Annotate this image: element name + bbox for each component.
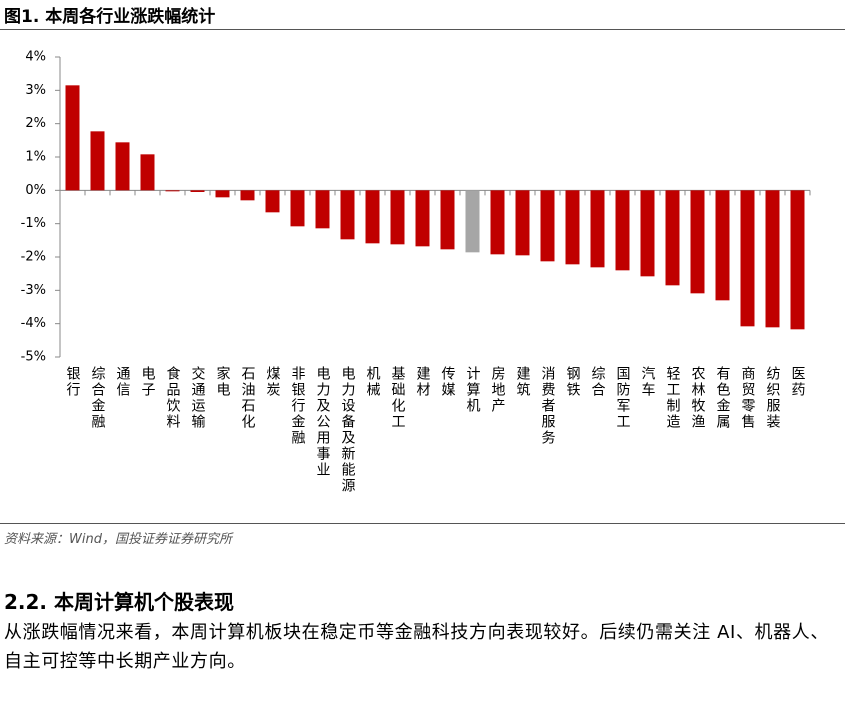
y-tick-label: -2% bbox=[21, 250, 46, 265]
x-tick-label: 基础化工 bbox=[390, 365, 406, 430]
y-tick-label: -3% bbox=[21, 283, 46, 298]
chart: -5% -4% -3% -2% -1% 0% 1% 2% 3% 4% 银行 综合金融 通信 电子 食品饮料交… bbox=[21, 50, 811, 494]
x-tick-label: 电力设备及新能源 bbox=[340, 366, 356, 494]
bar bbox=[615, 190, 630, 271]
bar bbox=[765, 190, 780, 328]
y-tick-label: 1% bbox=[25, 150, 46, 165]
bar bbox=[65, 85, 80, 191]
x-tick-label: 汽车 bbox=[640, 366, 656, 398]
x-tick-label: 食品饮料 bbox=[165, 365, 181, 430]
x-tick-label: 国防军工 bbox=[615, 366, 631, 430]
y-tick-label: 3% bbox=[25, 83, 46, 98]
x-tick-label: 建材 bbox=[415, 366, 431, 398]
x-tick-label: 非银行金融 bbox=[290, 366, 306, 446]
bar bbox=[790, 190, 805, 330]
bar bbox=[715, 190, 730, 301]
bar bbox=[265, 190, 280, 213]
bar bbox=[415, 190, 430, 247]
y-tick-label: -1% bbox=[21, 216, 46, 231]
bar bbox=[665, 190, 680, 286]
section-heading: 2.2. 本周计算机个股表现 bbox=[4, 590, 234, 614]
x-tick-label: 商贸零售 bbox=[740, 366, 756, 430]
x-tick-label: 纺织服装 bbox=[765, 366, 781, 430]
x-tick-label: 房地产 bbox=[490, 366, 506, 414]
x-tick-label: 机械 bbox=[365, 366, 381, 398]
y-tick-label: 4% bbox=[25, 50, 46, 65]
x-tick-label: 建筑 bbox=[515, 366, 531, 398]
bar bbox=[90, 131, 105, 191]
bar bbox=[240, 190, 255, 201]
x-tick-label: 医药 bbox=[790, 366, 806, 398]
bar bbox=[540, 190, 555, 262]
x-tick-label: 电力及公用事业 bbox=[315, 366, 331, 478]
bar bbox=[440, 190, 455, 250]
x-tick-label: 轻工制造 bbox=[665, 366, 681, 430]
x-tick-label: 农林牧渔 bbox=[690, 366, 706, 430]
bar bbox=[365, 190, 380, 244]
bar bbox=[465, 190, 480, 253]
x-tick-label: 综合 bbox=[590, 366, 606, 398]
rule bbox=[0, 29, 845, 30]
x-tick-label: 交通运输 bbox=[190, 365, 206, 430]
x-tick-label: 综合金融 bbox=[90, 366, 106, 430]
rule bbox=[0, 523, 845, 524]
bar bbox=[740, 190, 755, 327]
figure-title: 图1. 本周各行业涨跌幅统计 bbox=[4, 7, 216, 27]
bar bbox=[490, 190, 505, 255]
bar bbox=[315, 190, 330, 229]
x-tick-label: 石油石化 bbox=[240, 366, 256, 430]
x-tick-label: 传媒 bbox=[440, 366, 456, 398]
bar bbox=[165, 190, 180, 192]
bar bbox=[690, 190, 705, 294]
y-tick-label: 2% bbox=[25, 116, 46, 131]
x-tick-label: 通信 bbox=[115, 366, 131, 398]
bar bbox=[140, 154, 155, 191]
x-tick-label: 煤炭 bbox=[265, 366, 281, 398]
x-tick-label: 消费者服务 bbox=[540, 366, 556, 446]
x-tick-label: 有色金属 bbox=[715, 366, 731, 430]
bar bbox=[215, 190, 230, 198]
bar bbox=[590, 190, 605, 268]
y-tick-label: -5% bbox=[21, 350, 46, 365]
x-tick-label: 计算机 bbox=[465, 366, 481, 414]
bar bbox=[290, 190, 305, 227]
bar bbox=[390, 190, 405, 245]
bar bbox=[640, 190, 655, 277]
y-tick-label: -4% bbox=[21, 316, 46, 331]
x-tick-label: 电子 bbox=[140, 366, 156, 398]
bar bbox=[340, 190, 355, 240]
source-note: 资料来源：Wind，国投证券证券研究所 bbox=[4, 532, 232, 547]
paragraph: 从涨跌幅情况来看，本周计算机板块在稳定币等金融科技方向表现较好。后续仍需关注 A… bbox=[4, 622, 829, 672]
bar bbox=[190, 190, 205, 192]
y-tick-label: 0% bbox=[25, 183, 46, 198]
bar bbox=[565, 190, 580, 265]
x-tick-label: 家电 bbox=[215, 365, 231, 398]
x-tick-label: 银行 bbox=[65, 366, 81, 398]
x-tick-label: 钢铁 bbox=[565, 366, 581, 398]
bar bbox=[115, 142, 130, 191]
bar bbox=[515, 190, 530, 256]
